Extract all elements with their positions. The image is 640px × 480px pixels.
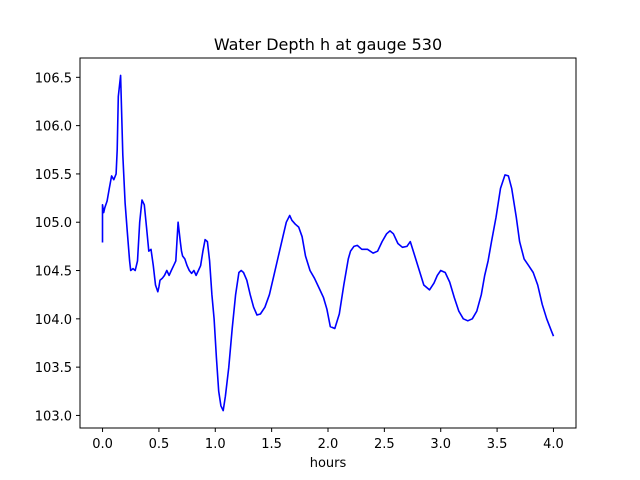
x-tick-label: 3.0 xyxy=(430,437,451,452)
y-tick-label: 106.0 xyxy=(35,120,72,135)
x-tick-label: 4.0 xyxy=(543,437,564,452)
x-tick-label: 3.5 xyxy=(487,437,508,452)
y-tick-label: 106.5 xyxy=(35,71,72,86)
x-tick-label: 0.5 xyxy=(149,437,170,452)
x-axis: 0.0 0.5 1.0 1.5 2.0 2.5 3.0 3.5 4.0 xyxy=(92,428,564,452)
x-tick-label: 1.0 xyxy=(205,437,226,452)
plot-frame xyxy=(79,57,577,429)
y-tick-label: 104.5 xyxy=(35,265,72,280)
x-tick-label: 1.5 xyxy=(261,437,282,452)
y-tick-label: 105.5 xyxy=(35,168,72,183)
series-line-0 xyxy=(101,74,555,412)
x-tick-label: 0.0 xyxy=(92,437,113,452)
x-axis-label: hours xyxy=(310,456,347,471)
y-axis: 103.0 103.5 104.0 104.5 105.0 105.5 106.0 106.5 xyxy=(35,71,80,424)
plot-area xyxy=(101,74,555,412)
y-tick-label: 105.0 xyxy=(35,216,72,231)
y-tick-label: 103.5 xyxy=(35,361,72,376)
y-tick-label: 103.0 xyxy=(35,409,72,424)
y-tick-label: 104.0 xyxy=(35,313,72,328)
chart-title: Water Depth h at gauge 530 xyxy=(214,35,442,54)
x-tick-label: 2.0 xyxy=(318,437,339,452)
x-tick-label: 2.5 xyxy=(374,437,395,452)
